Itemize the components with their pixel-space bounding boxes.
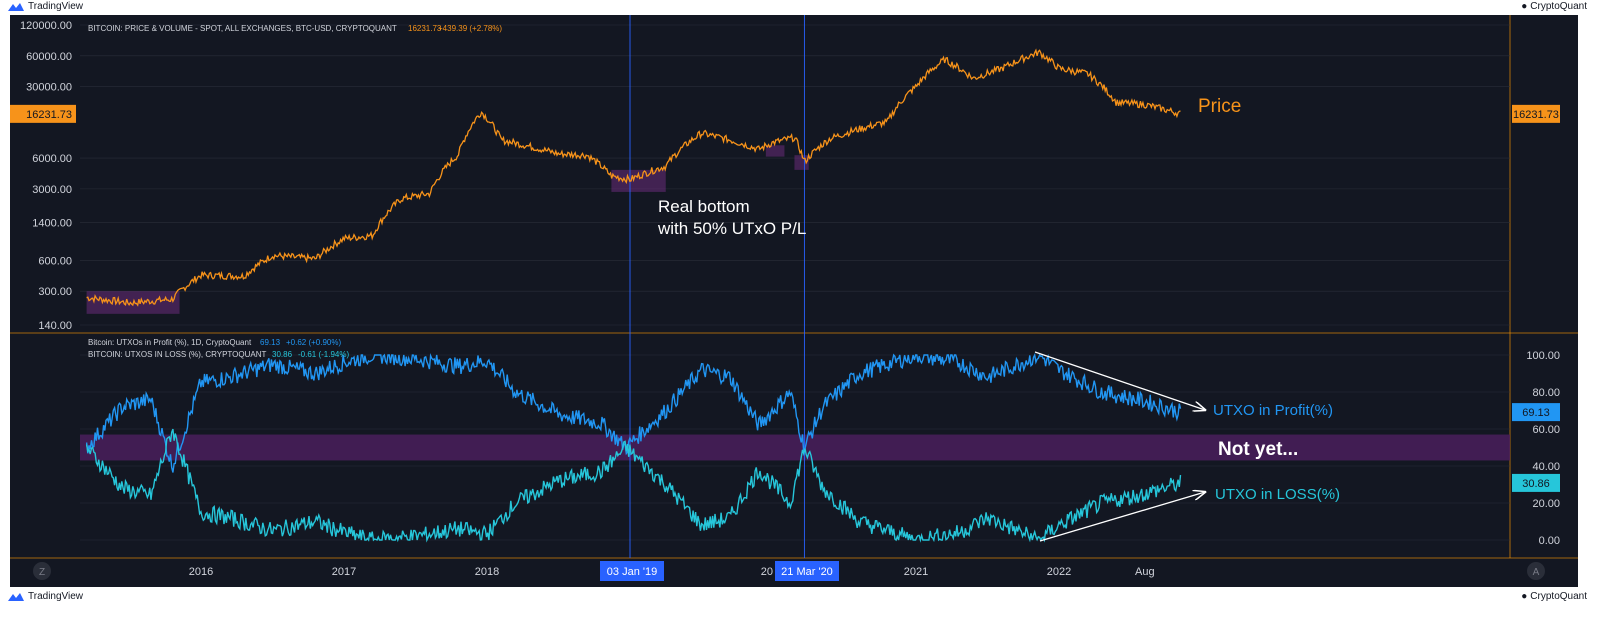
profit-series-line	[85, 352, 1182, 473]
profit-legend: Bitcoin: UTXOs in Profit (%), 1D, Crypto…	[88, 338, 252, 347]
tradingview-logo: TradingView	[8, 1, 83, 12]
price-tick-label: 3000.00	[32, 184, 72, 196]
time-tick-label: 2017	[332, 566, 356, 578]
tradingview-label: TradingView	[28, 591, 84, 602]
price-tick-label: 140.00	[38, 320, 72, 332]
cryptoquant-logo: ● CryptoQuant	[1521, 1, 1587, 12]
tradingview-logo-bottom: TradingView	[8, 591, 83, 602]
date-marker-2-prefix: 20	[761, 566, 773, 578]
loss-series-line	[85, 428, 1182, 543]
loss-legend: BITCOIN: UTXOS IN LOSS (%), CRYPTOQUANT	[88, 350, 267, 359]
price-current-tag-box	[1512, 104, 1560, 123]
series-layer	[85, 48, 1182, 543]
time-tick-label: 2016	[189, 566, 213, 578]
utxo-tick-label: 20.00	[1532, 498, 1560, 510]
date-marker-2-box	[775, 561, 839, 581]
price-series-line	[86, 48, 1181, 307]
utxo-tick-label: 0.00	[1539, 535, 1560, 547]
loss-change: -0.61 (-1.94%)	[298, 350, 349, 359]
real-bottom-line2: with 50% UTxO P/L	[657, 219, 806, 238]
bottom-highlight-box	[611, 169, 666, 192]
price-tick-label: 60000.00	[26, 51, 72, 63]
price-tick-label: 30000.00	[26, 82, 72, 94]
band-layer	[80, 434, 1510, 461]
cryptoquant-label: CryptoQuant	[1530, 591, 1587, 602]
loss-current-tag-box	[1512, 473, 1560, 492]
date-marker-1: 03 Jan '19	[607, 566, 657, 578]
profit-change: +0.62 (+0.90%)	[286, 338, 341, 347]
tradingview-icon	[8, 592, 24, 601]
chart-background	[10, 15, 1578, 587]
tradingview-icon	[8, 2, 24, 11]
price-value: 16231.73	[408, 24, 442, 33]
time-tick-label: 2022	[1047, 566, 1071, 578]
corner-left-label: Z	[39, 567, 45, 578]
price-legend: BITCOIN: PRICE & VOLUME - SPOT, ALL EXCH…	[88, 24, 397, 33]
time-tick-label: Aug	[1135, 566, 1155, 578]
price-tick-label: 120000.00	[20, 20, 72, 32]
axis-layer: 120000.00 60000.00 30000.00 6000.00 3000.00 1…	[10, 20, 1560, 578]
date-marker-2: 21 Mar '20	[781, 566, 833, 578]
loss-trend-arrow	[1039, 492, 1205, 542]
utxo-tick-label: 60.00	[1532, 424, 1560, 436]
cryptoquant-logo-bottom: ● CryptoQuant	[1521, 591, 1587, 602]
neutral-band	[80, 434, 1510, 461]
loss-value: 30.86	[272, 350, 293, 359]
profit-annotation: UTXO in Profit(%)	[1213, 402, 1333, 419]
price-left-tag-box	[10, 104, 76, 123]
cryptoquant-icon: ●	[1521, 1, 1528, 12]
price-change: +439.39 (+2.78%)	[438, 24, 502, 33]
profit-value: 69.13	[260, 338, 281, 347]
utxo-tick-label: 80.00	[1532, 387, 1560, 399]
price-tick-label: 300.00	[38, 286, 72, 298]
profit-current-tag-box	[1512, 403, 1560, 422]
corner-right-label: A	[1533, 567, 1540, 578]
price-tick-label: 6000.00	[32, 153, 72, 165]
not-yet-annotation: Not yet...	[1218, 439, 1298, 460]
loss-current-tag: 30.86	[1522, 478, 1550, 490]
top-bar: TradingView ● CryptoQuant	[0, 0, 1597, 15]
profit-trend-arrow	[1034, 351, 1205, 410]
time-tick-label: 2018	[475, 566, 499, 578]
real-bottom-line1: Real bottom	[658, 197, 750, 216]
cryptoquant-icon: ●	[1521, 591, 1528, 602]
utxo-tick-label: 40.00	[1532, 461, 1560, 473]
price-current-tag: 16231.73	[1513, 109, 1559, 121]
grid	[10, 15, 1578, 559]
date-marker-1-box	[600, 561, 664, 581]
bottom-bar: TradingView ● CryptoQuant	[0, 590, 1597, 605]
corner-left-button[interactable]	[33, 562, 51, 580]
price-tick-label: 600.00	[38, 255, 72, 267]
bottom-highlight-box	[765, 145, 785, 157]
cryptoquant-label: CryptoQuant	[1530, 1, 1587, 12]
time-tick-label: 2021	[904, 566, 928, 578]
marker-layer	[629, 15, 805, 558]
utxo-tick-label: 100.00	[1526, 350, 1560, 362]
profit-current-tag: 69.13	[1522, 407, 1550, 419]
price-left-tag: 16231.73	[26, 109, 72, 121]
chart-area: 120000.00 60000.00 30000.00 6000.00 3000.00 1…	[10, 15, 1578, 587]
loss-annotation: UTXO in LOSS(%)	[1215, 486, 1340, 503]
corner-right-button[interactable]	[1527, 562, 1545, 580]
price-annotation: Price	[1198, 96, 1241, 117]
tradingview-label: TradingView	[28, 1, 84, 12]
price-tick-label: 1400.00	[32, 218, 72, 230]
